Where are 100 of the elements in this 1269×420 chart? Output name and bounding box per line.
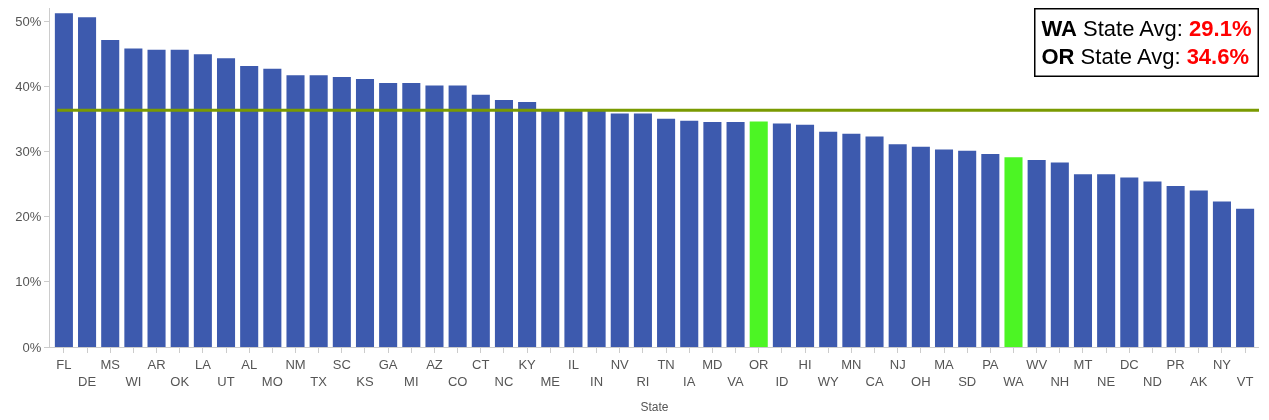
x-tick-label: SC xyxy=(332,356,351,372)
x-tick-label: WA xyxy=(1003,373,1025,389)
bar xyxy=(819,131,838,347)
x-tick-label: PA xyxy=(982,356,999,372)
y-tick-label: 20% xyxy=(15,209,42,225)
x-tick-label: OK xyxy=(170,373,190,389)
x-tick-label: VT xyxy=(1236,373,1254,389)
bar xyxy=(657,118,676,347)
x-tick-label: TN xyxy=(657,356,675,372)
bar xyxy=(1097,174,1116,347)
x-tick-label: MS xyxy=(100,356,121,372)
y-tick-label: 50% xyxy=(15,13,42,29)
bar xyxy=(1236,208,1255,347)
x-tick-label: AK xyxy=(1190,373,1208,389)
x-tick-label: NM xyxy=(285,356,306,372)
x-tick-label: AR xyxy=(147,356,166,372)
bar xyxy=(240,66,259,347)
x-tick-label: GA xyxy=(378,356,398,372)
bar xyxy=(981,154,1000,347)
bar xyxy=(379,82,398,347)
annotation: WA State Avg: 29.1% xyxy=(1041,15,1252,41)
bar xyxy=(610,113,629,347)
x-tick-label: AZ xyxy=(426,356,443,372)
bar xyxy=(958,150,977,347)
x-tick-label: KY xyxy=(518,356,537,372)
x-tick-label: DE xyxy=(78,373,97,389)
x-tick-label: ND xyxy=(1143,373,1162,389)
bar xyxy=(1073,174,1093,347)
x-tick-label: CA xyxy=(865,373,884,389)
x-tick-label: NC xyxy=(494,373,514,389)
x-tick-label: HI xyxy=(798,356,812,372)
y-tick-label: 10% xyxy=(15,274,42,290)
x-tick-label: MO xyxy=(261,373,283,389)
bar xyxy=(865,136,884,347)
bar xyxy=(355,79,375,347)
x-tick-label: FL xyxy=(56,356,72,372)
bar xyxy=(703,122,722,347)
x-tick-label: AL xyxy=(241,356,258,372)
y-tick-label: 0% xyxy=(22,339,42,355)
bar xyxy=(564,109,583,347)
x-tick-label: KS xyxy=(356,373,374,389)
bar xyxy=(78,17,97,347)
x-tick-label: NH xyxy=(1050,373,1070,389)
x-tick-label: RI xyxy=(636,373,650,389)
x-tick-label: PR xyxy=(1166,356,1185,372)
annotation: OR State Avg: 34.6% xyxy=(1041,44,1250,70)
x-tick-label: CO xyxy=(447,373,468,389)
bar xyxy=(934,149,954,347)
bar xyxy=(772,123,791,347)
x-tick-label: VA xyxy=(727,373,745,389)
x-tick-label: IN xyxy=(590,373,604,389)
x-tick-label: MT xyxy=(1073,356,1093,372)
bar xyxy=(842,133,861,347)
bar xyxy=(124,48,143,347)
bar xyxy=(1120,177,1139,347)
bar xyxy=(888,144,907,347)
bar xyxy=(402,82,421,347)
bar xyxy=(425,85,444,347)
x-tick-label: WI xyxy=(125,373,142,389)
x-axis-title: State xyxy=(640,400,669,415)
bar xyxy=(1027,159,1046,347)
x-tick-label: MN xyxy=(841,356,862,372)
bar xyxy=(749,121,768,347)
x-tick-label: IA xyxy=(683,373,696,389)
x-tick-label: ID xyxy=(775,373,789,389)
x-tick-label: NJ xyxy=(889,356,906,372)
bar xyxy=(309,75,328,347)
x-tick-label: NE xyxy=(1097,373,1116,389)
bar xyxy=(587,109,606,347)
bar xyxy=(726,122,745,347)
x-tick-label: OH xyxy=(911,373,931,389)
bar xyxy=(1143,181,1162,347)
bar xyxy=(911,146,930,347)
bar xyxy=(54,13,73,347)
bar xyxy=(633,113,652,347)
x-tick-label: IL xyxy=(568,356,579,372)
bar xyxy=(286,75,305,347)
x-tick-label: ME xyxy=(540,373,561,389)
bar xyxy=(796,124,815,347)
x-tick-label: UT xyxy=(217,373,235,389)
bar xyxy=(518,101,537,347)
bar xyxy=(448,85,467,347)
y-tick-label: 40% xyxy=(15,78,42,94)
x-tick-label: NV xyxy=(610,356,630,372)
x-tick-label: OR xyxy=(748,356,769,372)
bar xyxy=(541,109,560,347)
bar xyxy=(170,49,189,347)
x-tick-label: MI xyxy=(404,373,419,389)
bar xyxy=(101,39,120,347)
bar xyxy=(263,68,282,347)
x-tick-label: MA xyxy=(934,356,955,372)
x-tick-label: MD xyxy=(702,356,723,372)
bar xyxy=(471,94,490,347)
x-tick-label: WY xyxy=(817,373,839,389)
x-tick-label: DC xyxy=(1119,356,1139,372)
bar xyxy=(1050,162,1069,347)
bar xyxy=(1166,185,1185,347)
bar xyxy=(680,120,699,347)
bar xyxy=(1212,201,1231,347)
bar xyxy=(494,99,513,347)
